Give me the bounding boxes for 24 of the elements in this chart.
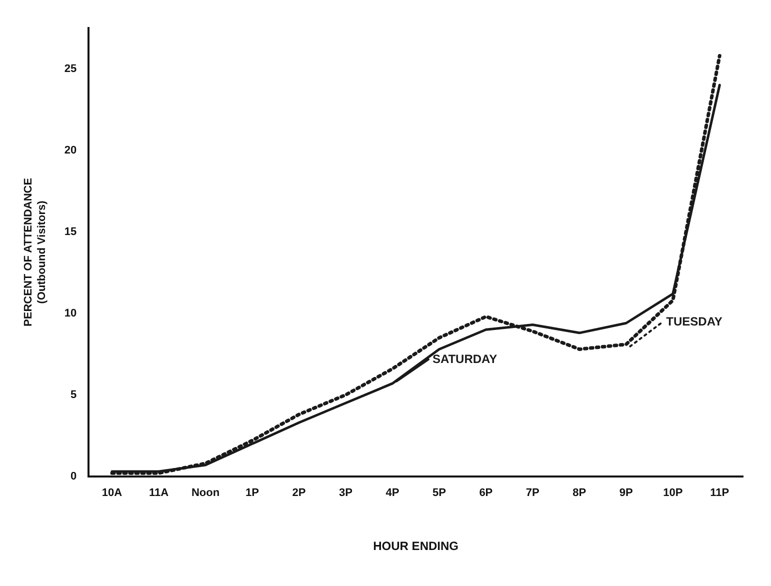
y-axis-title: PERCENT OF ATTENDANCE (Outbound Visitors) [22, 178, 48, 326]
x-tick-label: 8P [572, 487, 586, 500]
x-tick-label: 11A [148, 487, 169, 500]
x-tick-label: Noon [191, 487, 220, 500]
x-tick-label: 6P [479, 487, 493, 500]
y-tick-label: 10 [64, 307, 77, 320]
series-label: SATURDAY [432, 352, 498, 366]
y-tick-label: 5 [70, 388, 77, 401]
x-tick-label: 4P [386, 487, 400, 500]
x-tick-label: 2P [292, 487, 306, 500]
x-tick-label: 10A [102, 487, 122, 500]
x-axis-title: HOUR ENDING [373, 539, 458, 554]
y-tick-label: 20 [64, 144, 77, 156]
x-tick-label: 5P [432, 487, 446, 500]
x-tick-label: 9P [619, 487, 633, 500]
x-tick-label: 10P [663, 487, 683, 500]
x-tick-label: 3P [338, 487, 352, 500]
y-tick-label: 25 [64, 62, 77, 75]
x-tick-label: 1P [245, 487, 259, 500]
x-tick-label: 11P [710, 487, 730, 500]
y-tick-label: 15 [64, 226, 77, 238]
x-tick-label: 7P [526, 487, 540, 500]
series-label: TUESDAY [666, 314, 722, 329]
y-tick-label: 0 [70, 470, 77, 482]
